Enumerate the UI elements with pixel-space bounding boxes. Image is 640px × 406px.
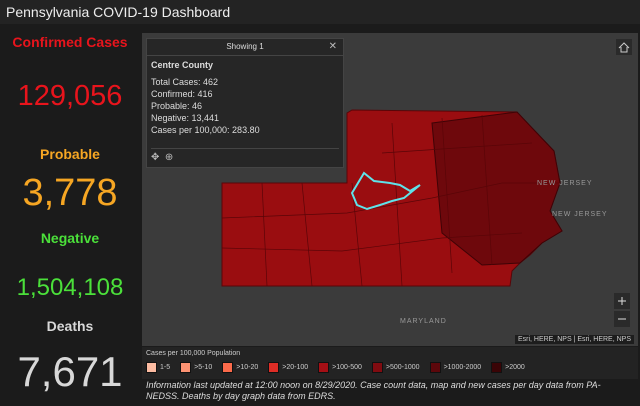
map-label: NEW JERSEY <box>552 211 608 218</box>
legend-item: >1000-2000 <box>429 362 482 373</box>
legend: Cases per 100,000 Population 1-5 >5-10 >10… <box>142 347 638 379</box>
legend-swatch <box>180 362 192 373</box>
map-label: MARYLAND <box>400 318 447 325</box>
stat-label: Negative <box>40 230 100 246</box>
stat-value: 7,671 <box>17 348 123 395</box>
legend-item: >20-100 <box>268 362 308 373</box>
popup-line: Total Cases: 462 <box>151 77 219 87</box>
popup-close[interactable]: ✕ <box>328 41 337 52</box>
stat-label: Deaths <box>46 318 94 334</box>
footer-note: Information last updated at 12:00 noon o… <box>146 380 601 401</box>
county-borders <box>221 114 560 287</box>
legend-label: >1000-2000 <box>443 364 482 371</box>
home-icon <box>618 42 630 53</box>
legend-label: >20-100 <box>282 364 309 371</box>
legend-label: 1-5 <box>160 364 171 371</box>
header-title: Pennsylvania COVID-19 Dashboard <box>0 0 640 24</box>
popup-line: Probable: 46 <box>151 101 203 111</box>
stat-value: 3,778 <box>22 172 118 214</box>
legend-swatch <box>371 362 383 373</box>
popup-title: Centre County <box>151 60 214 70</box>
popup: Showing 1 ✕ Centre County Total Cases: 4… <box>146 38 344 168</box>
legend-swatch <box>146 362 157 373</box>
legend-item: >10-20 <box>222 362 258 373</box>
legend-item: >500-1000 <box>371 362 420 373</box>
stat-value: 129,056 <box>17 80 123 112</box>
legend-item: >100-500 <box>318 362 362 373</box>
east-region <box>431 111 563 266</box>
zoom-in-icon <box>618 297 626 305</box>
map-canvas <box>221 39 632 327</box>
legend-item: >2000 <box>491 362 525 373</box>
popup-header: Showing 1 <box>147 39 343 56</box>
popup-line: Negative: 13,441 <box>151 113 220 123</box>
legend-title: Cases per 100,000 Population <box>146 350 241 357</box>
stat-value: 1,504,108 <box>16 274 124 301</box>
legend-item: >5-10 <box>180 362 212 373</box>
legend-item: 1-5 <box>146 362 170 373</box>
map-label: NEW JERSEY <box>537 180 593 187</box>
centre-county-outline <box>350 171 421 211</box>
legend-label: >100-500 <box>332 364 362 371</box>
stat-label: Confirmed Cases <box>12 34 128 50</box>
legend-label: >2000 <box>505 364 525 371</box>
legend-swatch <box>268 362 280 373</box>
legend-swatch <box>491 362 503 373</box>
popup-line: Confirmed: 416 <box>151 89 213 99</box>
popup-tools[interactable]: ✥ ⊕ <box>151 148 339 163</box>
map[interactable]: NEW JERSEY NEW JERSEY MARYLAND Esri, HERE,… <box>142 33 638 346</box>
legend-label: >10-20 <box>236 364 259 371</box>
legend-swatch <box>429 362 441 373</box>
home-button[interactable] <box>616 39 632 55</box>
legend-label: >500-1000 <box>385 364 420 371</box>
stats-panel: Confirmed Cases 129,056 Probable 3,778 Negat… <box>0 28 140 406</box>
legend-swatch <box>318 362 330 373</box>
attribution: Esri, HERE, NPS | Esri, HERE, NPS <box>514 335 634 344</box>
legend-swatch <box>222 362 234 373</box>
legend-label: >5-10 <box>194 364 213 371</box>
popup-line: Cases per 100,000: 283.80 <box>151 125 260 135</box>
stat-label: Probable <box>40 146 100 162</box>
